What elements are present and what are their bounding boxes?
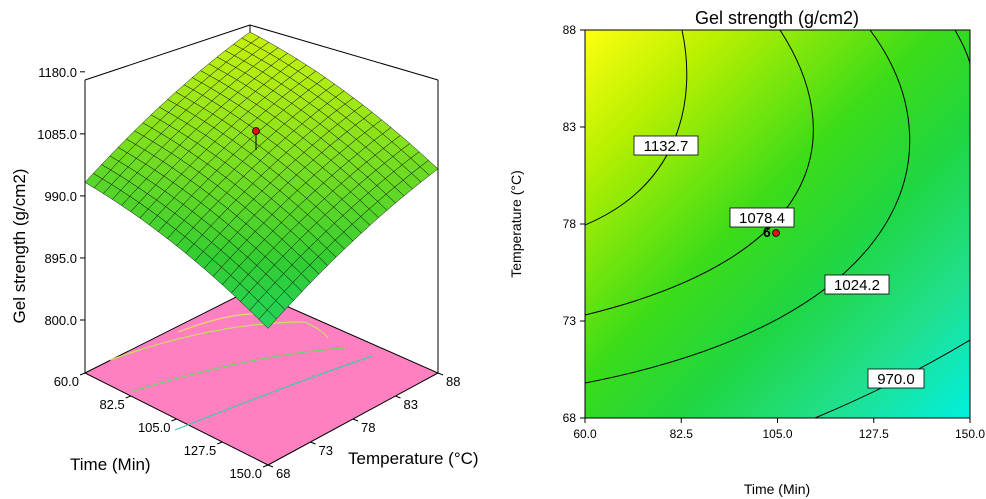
contour-title: Gel strength (g/cm2) [695,8,859,28]
time-tick-label: 105.0 [138,420,171,435]
contour-x-tick-label: 127.5 [859,427,889,441]
z-axis-label: Gel strength (g/cm2) [10,169,29,324]
contour-y-label: Temperature (°C) [508,170,524,278]
time-tick-label: 150.0 [229,466,262,481]
temperature-tick-label: 73 [319,443,333,458]
contour-label-4: 970.0 [867,368,925,389]
temperature-tick [395,395,401,399]
temperature-tick [437,372,444,376]
z-tick-label: 800.0 [44,313,77,328]
time-axis: 60.0 82.5 105.0 127.5 150.0 [54,372,269,481]
design-point-marker [252,127,260,135]
z-tick-label: 990.0 [44,189,77,204]
floor-contour-2 [109,321,329,361]
temperature-tick-label: 68 [276,466,290,481]
design-point-count: 6 [763,224,771,240]
contour-label-text-2: 1078.4 [739,210,785,227]
contour-line-1078 [585,30,814,316]
z-tick-label: 1085.0 [37,127,77,142]
time-tick [262,464,269,468]
frame-back-top-right-line [249,24,439,81]
temperature-tick [310,441,316,445]
contour-label-2: 1078.4 [729,207,795,228]
contour-label-3: 1024.2 [824,274,890,295]
temperature-tick [352,418,359,422]
contour-label-text-4: 970.0 [877,371,915,388]
contour-y-tick-label: 88 [563,23,577,37]
surface-plot: 800.0 895.0 990.0 1085.0 1180.0 Gel strength… [10,24,479,481]
time-tick [171,418,177,422]
contour-x-tick-label: 150.0 [955,427,985,441]
contour-x-tick-label: 60.0 [573,427,597,441]
floor-contour-4 [174,355,373,431]
time-tick [125,395,131,399]
contour-y-tick-label: 73 [563,314,577,328]
floor-contour-lines [109,313,373,431]
temperature-axis-label: Temperature (°C) [348,449,479,468]
contour-x-label: Time (Min) [744,481,810,497]
time-axis-label: Time (Min) [70,455,151,474]
contour-label-text-1: 1132.7 [644,138,689,155]
contour-x-axis: 60.0 82.5 105.0 127.5 150.0 [573,418,985,441]
time-tick [217,441,223,445]
temperature-tick-label: 88 [446,374,460,389]
contour-label-1: 1132.7 [633,135,699,156]
temperature-tick-label: 78 [361,420,375,435]
contour-y-tick-label: 78 [563,217,577,231]
contour-x-tick-label: 82.5 [670,427,694,441]
time-tick-label: 60.0 [54,374,79,389]
contour-design-point [772,229,780,237]
time-tick-label: 127.5 [184,443,217,458]
z-axis: 800.0 895.0 990.0 1085.0 1180.0 [37,65,85,328]
contour-line-1024 [585,30,911,384]
temperature-tick [267,464,274,468]
time-tick-label: 82.5 [99,397,124,412]
time-tick [79,372,86,376]
frame-back-top-left-line [84,24,251,81]
contour-y-tick-label: 68 [563,411,577,425]
z-tick-label: 1180.0 [38,65,77,80]
temperature-tick-label: 83 [404,397,418,412]
temperature-axis: 68 73 78 83 88 [267,372,460,481]
contour-plot: Gel strength (g/cm2) 1132.7 1078.4 1024.… [508,8,985,497]
response-surface [84,31,439,329]
contour-x-tick-label: 105.0 [762,427,792,441]
contour-y-tick-label: 83 [563,120,577,134]
contour-label-text-3: 1024.2 [834,277,880,294]
contour-y-axis: 68 73 78 83 88 [563,23,585,425]
z-tick-label: 895.0 [44,251,77,266]
surface-cell [258,309,277,329]
floor-contour-3 [129,347,346,393]
